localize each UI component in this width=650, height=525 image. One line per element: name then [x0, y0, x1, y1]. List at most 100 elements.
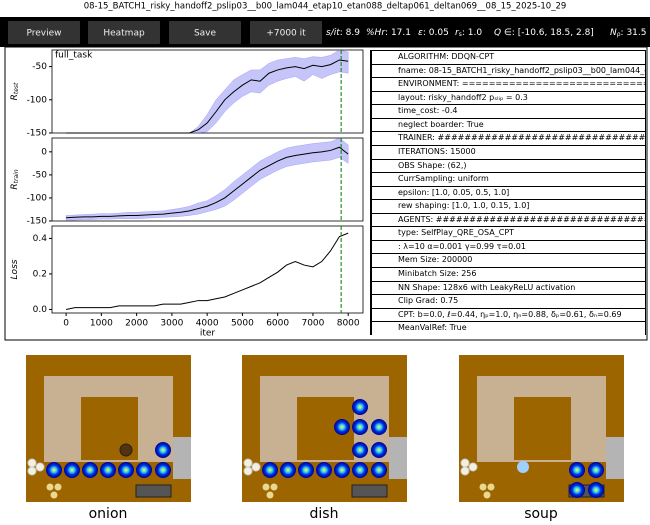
agent-glow: [352, 399, 368, 415]
stat: ε: 0.05: [418, 28, 449, 38]
stat: Nρ: 31.5: [610, 28, 647, 38]
pot: [351, 484, 388, 498]
agent-glow: [100, 462, 116, 478]
button[interactable]: [88, 21, 160, 44]
y-tick-label: -150: [27, 217, 48, 227]
info-row: Mem Size: 200000: [371, 254, 646, 268]
inner-floor: [514, 397, 571, 460]
stat-colon: :: [512, 28, 518, 38]
x-tick-label: 4000: [196, 319, 219, 329]
y-tick-label: 0.2: [33, 269, 47, 279]
agent-glow: [588, 482, 604, 498]
agent-glow: [280, 462, 296, 478]
y-tick-label: -100: [27, 193, 48, 203]
info-row: epsilon: [1.0, 0.05, 0.5, 1.0]: [371, 186, 646, 201]
agent-glow: [46, 462, 62, 478]
panel-label: onion: [89, 506, 128, 522]
x-tick-label: 0: [63, 319, 69, 329]
line: [66, 232, 349, 310]
plate: [251, 462, 261, 472]
agent-glow: [352, 442, 368, 458]
y-tick-label: -150: [27, 129, 48, 139]
plate: [460, 466, 470, 476]
info-row: TRAINER: ###############################…: [371, 132, 646, 146]
button-label[interactable]: Heatmap: [103, 29, 145, 39]
plate: [27, 458, 37, 468]
plate: [35, 462, 45, 472]
y-axis-label: Rtest: [10, 82, 20, 100]
info-row: time_cost: -0.4: [371, 105, 646, 119]
info-row: ITERATIONS: 15000: [371, 145, 646, 160]
plate: [243, 466, 253, 476]
item: [517, 461, 529, 473]
y-axis-label-main: R: [10, 94, 20, 100]
onion: [487, 483, 495, 491]
stat-colon: :: [385, 28, 391, 38]
info-row: OBS Shape: (62,): [371, 159, 646, 174]
stat-colon: :: [423, 28, 429, 38]
stat-value: [-10.6, 18.5, 2.8]: [518, 28, 594, 38]
button-label[interactable]: +7000 it: [266, 29, 306, 39]
agent-glow: [155, 442, 171, 458]
x-tick-label: 7000: [301, 319, 324, 329]
stat: %Hr: 17.1: [366, 28, 411, 38]
info-row: CPT: b=0.0, ℓ=0.44, ηₚ=1.0, ηₙ=0.88, δₚ=…: [371, 308, 646, 323]
stat: rs: 1.0: [455, 28, 482, 38]
button-label[interactable]: Preview: [26, 29, 61, 39]
info-table: ALGORITHM: DDQN-CPT fname: 08-15_BATCH1_r…: [370, 50, 646, 335]
onion: [483, 491, 491, 499]
panel-label: dish: [310, 506, 339, 522]
stat-value: 31.5: [626, 28, 646, 38]
stat-label: s/it: [326, 28, 340, 38]
stat-colon: :: [462, 28, 468, 38]
stat-colon: :: [621, 28, 627, 38]
agent-glow: [352, 419, 368, 435]
game-panel: [242, 355, 407, 502]
agent-glow: [155, 462, 171, 478]
agent-glow: [352, 462, 368, 478]
stat: s/it: 8.9: [326, 28, 360, 38]
game-panel: [459, 355, 624, 502]
plate: [27, 466, 37, 476]
game-panel: [26, 355, 191, 502]
y-tick-label: 0.0: [33, 305, 48, 315]
button-label[interactable]: Save: [194, 29, 217, 39]
agent-glow: [82, 462, 98, 478]
x-tick-label: 2000: [125, 319, 148, 329]
side-counter: [606, 437, 624, 479]
onion: [54, 483, 62, 491]
x-tick-label: 5000: [231, 319, 254, 329]
plate: [460, 458, 470, 468]
y-tick-label: 0: [41, 147, 47, 157]
stat-value: 8.9: [346, 28, 361, 38]
axes-frame: [51, 49, 364, 134]
plate: [468, 462, 478, 472]
stat-value: 0.05: [429, 28, 449, 38]
info-row: : λ=10 α=0.001 γ=0.99 τ=0.01: [371, 240, 646, 255]
plot-area: [4, 46, 648, 341]
agent-glow: [569, 482, 585, 498]
stat-label: Q ∈: [494, 28, 512, 38]
x-tick-label: 6000: [266, 319, 289, 329]
info-row: NN Shape: 128x6 with LeakyReLU activatio…: [371, 281, 646, 296]
side-counter: [173, 437, 191, 479]
y-axis-label-sub: train: [13, 169, 20, 183]
agent-glow: [316, 462, 332, 478]
side-counter: [389, 437, 407, 479]
stat-value: 17.1: [391, 28, 411, 38]
stat-sub: s: [459, 31, 462, 38]
onion: [266, 491, 274, 499]
chart: -150 -100 -50 0 Rtrain: [10, 137, 364, 227]
y-tick-label: -50: [32, 62, 47, 72]
agent-glow: [136, 462, 152, 478]
x-tick-label: 1000: [90, 319, 113, 329]
agent-glow: [371, 442, 387, 458]
button[interactable]: [250, 21, 322, 44]
agent-glow: [64, 462, 80, 478]
button[interactable]: [8, 21, 80, 44]
button[interactable]: [169, 21, 241, 44]
y-axis-label-sub: test: [13, 82, 20, 94]
info-row: Clip Grad: 0.75: [371, 295, 646, 309]
